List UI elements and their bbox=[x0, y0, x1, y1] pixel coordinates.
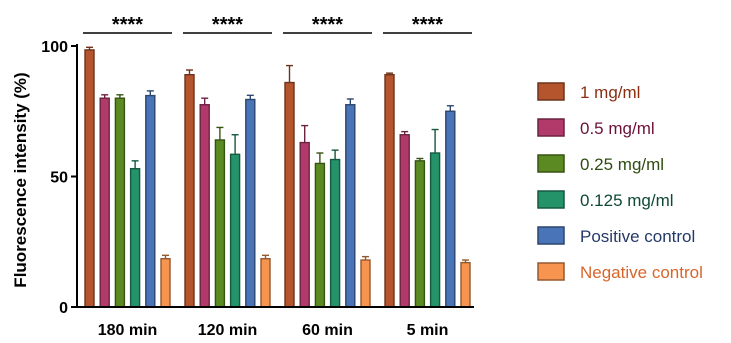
bar bbox=[260, 258, 271, 308]
legend: 1 mg/ml 0.5 mg/ml 0.25 mg/ml 0.125 mg/ml Pos… bbox=[537, 82, 703, 282]
legend-label: 1 mg/ml bbox=[580, 83, 640, 102]
bar bbox=[129, 167, 141, 308]
bar bbox=[314, 162, 326, 308]
legend-swatch bbox=[537, 262, 565, 281]
plot-area: **** **** **** **** bbox=[83, 14, 472, 308]
bar bbox=[414, 160, 426, 308]
legend-label: 0.25 mg/ml bbox=[580, 155, 664, 174]
bar bbox=[84, 49, 95, 308]
bar bbox=[199, 104, 210, 308]
legend-swatch bbox=[537, 190, 565, 209]
bar bbox=[384, 74, 395, 308]
bar bbox=[399, 134, 410, 308]
x-tick-label: 120 min bbox=[198, 322, 258, 339]
bar bbox=[360, 259, 371, 308]
bar bbox=[445, 110, 456, 308]
significance-label: **** bbox=[412, 14, 443, 36]
legend-swatch bbox=[537, 154, 565, 173]
y-axis-title: Fluorescence intensity (%) bbox=[11, 72, 30, 287]
y-tick-label: 0 bbox=[59, 300, 68, 317]
y-tick-label: 100 bbox=[41, 39, 68, 56]
legend-label: 0.125 mg/ml bbox=[580, 191, 674, 210]
bar bbox=[145, 94, 156, 308]
x-tick-label: 180 min bbox=[98, 322, 158, 339]
bar bbox=[229, 153, 241, 308]
bar bbox=[329, 158, 341, 308]
significance-label: **** bbox=[212, 14, 243, 36]
legend-swatch bbox=[537, 82, 565, 101]
significance-label: **** bbox=[112, 14, 143, 36]
bar bbox=[245, 98, 256, 308]
bar bbox=[99, 97, 110, 308]
bar bbox=[429, 152, 441, 308]
bar bbox=[299, 141, 310, 308]
bar bbox=[345, 104, 356, 308]
y-axis: 0 50 100 bbox=[41, 39, 78, 317]
x-tick-label: 60 min bbox=[302, 322, 353, 339]
legend-label: Positive control bbox=[580, 227, 695, 246]
legend-label: Negative control bbox=[580, 263, 703, 282]
bar bbox=[184, 74, 195, 308]
legend-label: 0.5 mg/ml bbox=[580, 119, 655, 138]
legend-swatch bbox=[537, 118, 565, 137]
y-tick-label: 50 bbox=[50, 170, 68, 187]
x-tick-label: 5 min bbox=[407, 322, 449, 339]
significance-label: **** bbox=[312, 14, 343, 36]
x-axis: 180 min 120 min 60 min 5 min bbox=[77, 306, 474, 339]
bar bbox=[214, 139, 226, 308]
legend-swatch bbox=[537, 226, 565, 245]
bar bbox=[284, 81, 295, 308]
bar bbox=[460, 261, 471, 308]
bar bbox=[160, 258, 171, 308]
bar bbox=[114, 97, 126, 308]
